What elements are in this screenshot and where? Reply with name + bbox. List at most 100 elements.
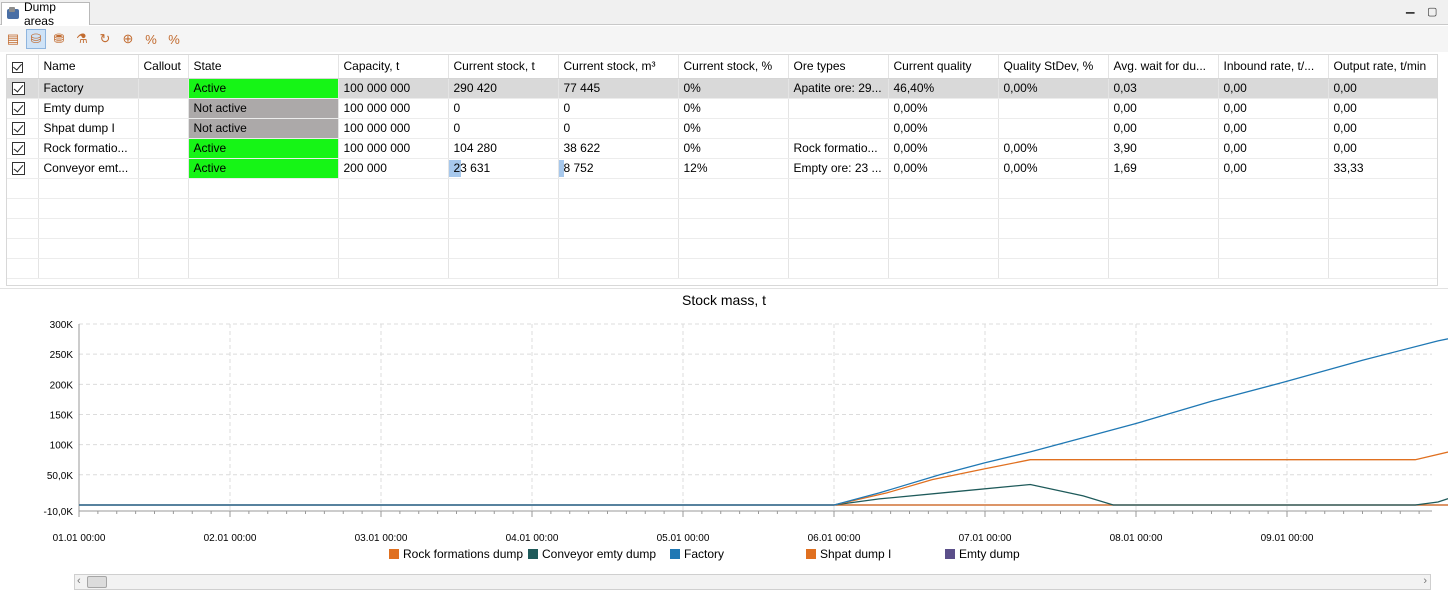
test-tubes-icon[interactable]: ⚗ [76,31,88,46]
clock-add-icon[interactable]: ⊕ [122,31,134,46]
scroll-left-arrow-icon[interactable]: ‹ [77,575,81,587]
column-header[interactable]: Capacity, t [338,55,449,79]
y-tick-label: 150K [50,410,74,421]
empty-cell [448,198,559,219]
column-header[interactable]: Current quality [888,55,999,79]
empty-cell [1218,198,1329,219]
legend-label: Conveyor emty dump [542,547,657,561]
tab-strip: Dump areas ▁ ▢ [0,0,1448,28]
row-checkbox[interactable] [7,78,39,99]
empty-cell [1108,178,1219,199]
empty-cell [888,198,999,219]
percent-lightning-icon[interactable]: % [145,31,157,47]
column-header[interactable]: Inbound rate, t/... [1218,55,1329,79]
cell-inbound: 0,00 [1218,118,1329,139]
empty-cell [788,178,889,199]
checkbox-icon[interactable] [12,162,25,176]
cell-name: Conveyor emt... [38,158,139,179]
checkbox-icon[interactable] [12,142,25,156]
tab-dump-areas[interactable]: Dump areas [1,0,90,28]
table-row[interactable]: Factory Active 100 000 000 290 420 77 445 0% A… [7,78,1437,99]
empty-row [7,258,1437,279]
empty-row [7,238,1437,259]
legend-label: Factory [684,547,725,561]
empty-cell [448,218,559,239]
cell-stock-m3: 8 752 [558,158,679,179]
column-header[interactable]: Current stock, % [678,55,789,79]
minimize-button[interactable]: ▁ [1406,2,1415,14]
column-header[interactable]: Current stock, m³ [558,55,679,79]
empty-row [7,178,1437,199]
empty-cell [448,258,559,279]
checkbox-icon[interactable] [12,102,25,116]
dump-areas-icon [6,7,20,21]
empty-cell [888,218,999,239]
cell-state: Not active [188,98,339,119]
x-tick-label: 06.01 00:00 [808,533,861,544]
table-row[interactable]: Conveyor emt... Active 200 000 23 631 8 752 1… [7,158,1437,179]
empty-cell [7,238,39,259]
y-tick-label: 300K [50,320,74,331]
stack-sum-icon[interactable]: ⛁ [26,29,46,49]
empty-cell [1328,198,1437,219]
x-tick-label: 02.01 00:00 [204,533,257,544]
empty-cell [7,218,39,239]
empty-cell [1218,178,1329,199]
x-tick-label: 07.01 00:00 [959,533,1012,544]
chart-title: Stock mass, t [681,292,767,308]
column-header[interactable]: Name [38,55,139,79]
empty-cell [38,258,139,279]
table-icon[interactable]: ▤ [6,31,20,46]
x-tick-label: 01.01 00:00 [53,533,106,544]
empty-cell [188,258,339,279]
percent-tool-icon[interactable]: % [168,31,180,47]
empty-cell [7,198,39,219]
maximize-button[interactable]: ▢ [1427,6,1438,18]
column-header[interactable]: Callout [138,55,189,79]
row-checkbox[interactable] [7,158,39,179]
x-tick-label: 08.01 00:00 [1110,533,1163,544]
cell-avg-wait: 3,90 [1108,138,1219,159]
scrollbar-thumb[interactable] [87,576,107,588]
row-checkbox[interactable] [7,98,39,119]
clock-refresh-icon[interactable]: ↻ [99,31,111,46]
legend-item[interactable]: Factory [670,547,724,561]
column-header[interactable]: Quality StDev, % [998,55,1109,79]
table-row[interactable]: Rock formatio... Active 100 000 000 104 280… [7,138,1437,159]
scroll-right-arrow-icon[interactable]: › [1423,575,1427,587]
column-header[interactable]: Avg. wait for du... [1108,55,1219,79]
row-checkbox[interactable] [7,118,39,139]
column-header[interactable]: Current stock, t [448,55,559,79]
table-header-row: Name Callout State Capacity, t Current stock… [7,55,1437,79]
empty-cell [788,238,889,259]
cell-name: Rock formatio... [38,138,139,159]
select-all-checkbox[interactable] [7,55,39,79]
cell-output: 0,00 [1328,138,1437,159]
cell-name: Shpat dump I [38,118,139,139]
column-header[interactable]: State [188,55,339,79]
column-header[interactable]: Output rate, t/min [1328,55,1437,79]
cell-capacity: 100 000 000 [338,78,449,99]
checkbox-icon[interactable] [12,61,23,73]
column-header[interactable]: Ore types [788,55,889,79]
legend-item[interactable]: Emty dump [945,547,1020,561]
chart-horizontal-scrollbar[interactable]: ‹ › [74,574,1431,590]
empty-cell [998,178,1109,199]
table-row[interactable]: Shpat dump I Not active 100 000 000 0 0 0% 0,0… [7,118,1437,139]
stock-fill-bar [558,159,564,177]
cell-quality: 46,40% [888,78,999,99]
empty-cell [678,238,789,259]
legend-item[interactable]: Shpat dump I [806,547,891,561]
database-icon[interactable]: ⛃ [53,31,65,46]
empty-cell [558,218,679,239]
cell-ore-types [788,118,889,139]
checkbox-icon[interactable] [12,82,25,96]
row-checkbox[interactable] [7,138,39,159]
legend-item[interactable]: Conveyor emty dump [528,547,656,561]
cell-stock-pct: 0% [678,78,789,99]
legend-item[interactable]: Rock formations dump [389,547,523,561]
empty-cell [678,258,789,279]
table-row[interactable]: Emty dump Not active 100 000 000 0 0 0% 0,00% 0… [7,98,1437,119]
cell-ore-types: Rock formatio... [788,138,889,159]
checkbox-icon[interactable] [12,122,25,136]
